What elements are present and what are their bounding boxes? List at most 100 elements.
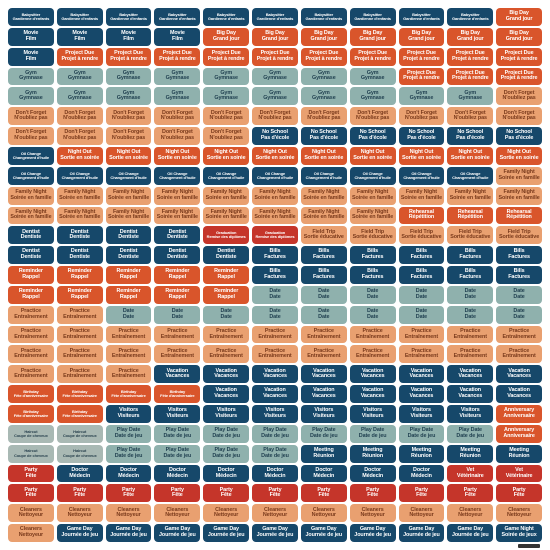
sticker-label-fr: Film	[25, 55, 37, 62]
sticker: No School Pas d'école	[300, 127, 347, 145]
sticker: Night Out Sortie en soirée	[252, 146, 298, 165]
sticker-label-en: Party	[268, 486, 282, 493]
sticker-label-fr: Changement d'huile	[12, 174, 50, 180]
sticker-label-fr: Rappel	[119, 293, 138, 300]
sticker-label-fr: Sortie éducative	[352, 234, 393, 241]
sticker: Gym Gymnase	[349, 67, 396, 86]
sticker: Party Fête	[56, 484, 103, 503]
sticker-label-en: Bills	[269, 268, 281, 275]
sticker-label-en: Night Out	[165, 149, 190, 156]
sticker: Doctor Médecin	[105, 464, 152, 483]
sticker-label-fr: Coupe de cheveux	[14, 452, 48, 458]
sticker: Movie Film	[56, 27, 103, 46]
sticker-label-fr: Soirée en famille	[205, 194, 247, 201]
sticker-label-fr: Coupe de cheveux	[14, 432, 48, 438]
sticker-label-en: Haircut	[24, 448, 38, 454]
sticker: Play Date Date de jeu	[398, 424, 445, 443]
sticker-label-fr: Gardienne d'enfants	[305, 15, 343, 21]
sticker-label-fr: Sortie éducative	[401, 234, 442, 241]
sticker: Party Fête	[105, 484, 152, 503]
sticker: Practice Entraînement	[349, 345, 396, 364]
sticker: Bills Factures	[300, 246, 347, 265]
sticker: Vacation Vacances	[496, 385, 542, 404]
sticker-label-fr: Projet à rendre	[403, 55, 440, 62]
sticker-label-en: Birthday	[72, 388, 88, 394]
sticker-label-fr: Fête d'anniversaire	[111, 393, 146, 399]
sticker-label-fr: Sortie éducative	[499, 234, 540, 241]
sticker: Project Due Projet à rendre	[56, 47, 103, 66]
sticker: Project Due Projet à rendre	[496, 67, 542, 86]
sticker-label-fr: Journée de jeu	[61, 532, 99, 539]
sticker-label-en: Babysitter	[363, 11, 382, 17]
sticker: Doctor Médecin	[252, 464, 298, 483]
sticker: Project Due Projet à rendre	[496, 47, 542, 66]
sticker: Practice Entraînement	[300, 345, 347, 364]
sticker: Field Trip Sortie éducative	[349, 226, 396, 245]
sticker-label-fr: Dentiste	[69, 254, 90, 261]
sticker: Practice Entraînement	[8, 325, 54, 344]
sticker-label-fr: Fête	[25, 492, 37, 499]
sticker-label-fr: Nettoyeur	[18, 532, 44, 539]
sticker-label-fr: Factures	[410, 273, 433, 280]
sticker-label-fr: Visiteurs	[361, 412, 384, 419]
sticker-label-en: Meeting	[313, 446, 334, 453]
sticker: Don't Forget N'oubliez pas	[300, 107, 347, 126]
sticker-label-en: Reminder	[165, 268, 190, 275]
sticker: Vet Vétérinaire	[496, 464, 542, 483]
sticker: Game Day Journée de jeu	[203, 524, 250, 542]
sticker-label-en: Project Due	[504, 69, 534, 76]
sticker-label-fr: Date de jeu	[261, 432, 289, 439]
sticker-label-fr: Entraînement	[160, 333, 194, 340]
sticker-label-en: Haircut	[73, 428, 87, 434]
sticker-label-fr: Vacances	[263, 373, 287, 380]
sticker-label-fr: Gardienne d'enfants	[354, 15, 391, 21]
sticker-label-fr: Réunion	[508, 452, 530, 459]
sticker-label-fr: Date	[415, 313, 428, 320]
sticker: Date Date	[398, 305, 445, 324]
sticker-label-fr: Changement d'huile	[354, 174, 391, 180]
sticker-label-fr: N'oubliez pas	[404, 115, 439, 122]
sticker: Babysitter Gardienne d'enfants	[154, 8, 201, 26]
sticker-label-en: Babysitter	[412, 11, 431, 17]
sticker-label-fr: Date de jeu	[407, 432, 436, 439]
sticker-label-en: Babysitter	[168, 11, 187, 17]
sticker-label-fr: Sortie en soirée	[206, 154, 246, 161]
sticker-label-en: Project Due	[504, 49, 534, 56]
sticker-label-en: Babysitter	[460, 11, 480, 17]
sticker-label-fr: Fête d'anniversaire	[62, 412, 98, 418]
sticker: Family Night Soirée en famille	[300, 186, 347, 205]
sticker-label-en: Practice	[167, 327, 188, 334]
sticker-label-fr: Changement d'huile	[61, 174, 98, 180]
sticker-label-en: Project Due	[407, 49, 436, 56]
sticker-label-en: Oil Change	[20, 150, 41, 156]
sticker-label-fr: Entraînement	[14, 353, 48, 360]
sticker: Practice Entraînement	[56, 305, 103, 324]
sticker: Oil Change Changement d'huile	[300, 166, 347, 185]
sticker-label-fr: Date	[318, 313, 330, 320]
sticker-label-en: Don't Forget	[259, 109, 291, 116]
sticker-label-en: Gym	[415, 89, 428, 96]
sticker: Babysitter Gardienne d'enfants	[349, 8, 396, 26]
sticker: Field Trip Sortie éducative	[496, 226, 542, 245]
sticker: Visitors Visiteurs	[203, 405, 250, 423]
sticker-label-fr: Médecin	[118, 472, 139, 479]
sticker: Practice Entraînement	[300, 325, 347, 344]
sticker-label-fr: Entraînement	[14, 313, 48, 320]
sticker-label-fr: Visiteurs	[264, 412, 286, 419]
sticker-label-en: Vet	[515, 466, 523, 473]
sticker-label-en: Bills	[269, 248, 281, 255]
sticker: Vacation Vacances	[252, 385, 298, 404]
sticker-label-en: Field Trip	[361, 228, 385, 235]
sticker-label-en: Meeting	[460, 446, 481, 453]
sticker-label-fr: Vétérinaire	[505, 472, 533, 479]
sticker: No School Pas d'école	[496, 127, 542, 145]
sticker: Big Day Grand jour	[398, 27, 445, 46]
sticker-label-en: Party	[463, 486, 477, 493]
sticker: Family Night Soirée en famille	[349, 206, 396, 225]
sticker-label-fr: Nettoyeur	[18, 512, 44, 519]
sticker-label-fr: Dentiste	[215, 254, 237, 261]
sticker: Vacation Vacances	[398, 385, 445, 404]
sticker: Practice Entraînement	[398, 325, 445, 344]
sticker-label-fr: Pas d'école	[407, 135, 436, 142]
sticker: Don't Forget N'oubliez pas	[496, 107, 542, 126]
